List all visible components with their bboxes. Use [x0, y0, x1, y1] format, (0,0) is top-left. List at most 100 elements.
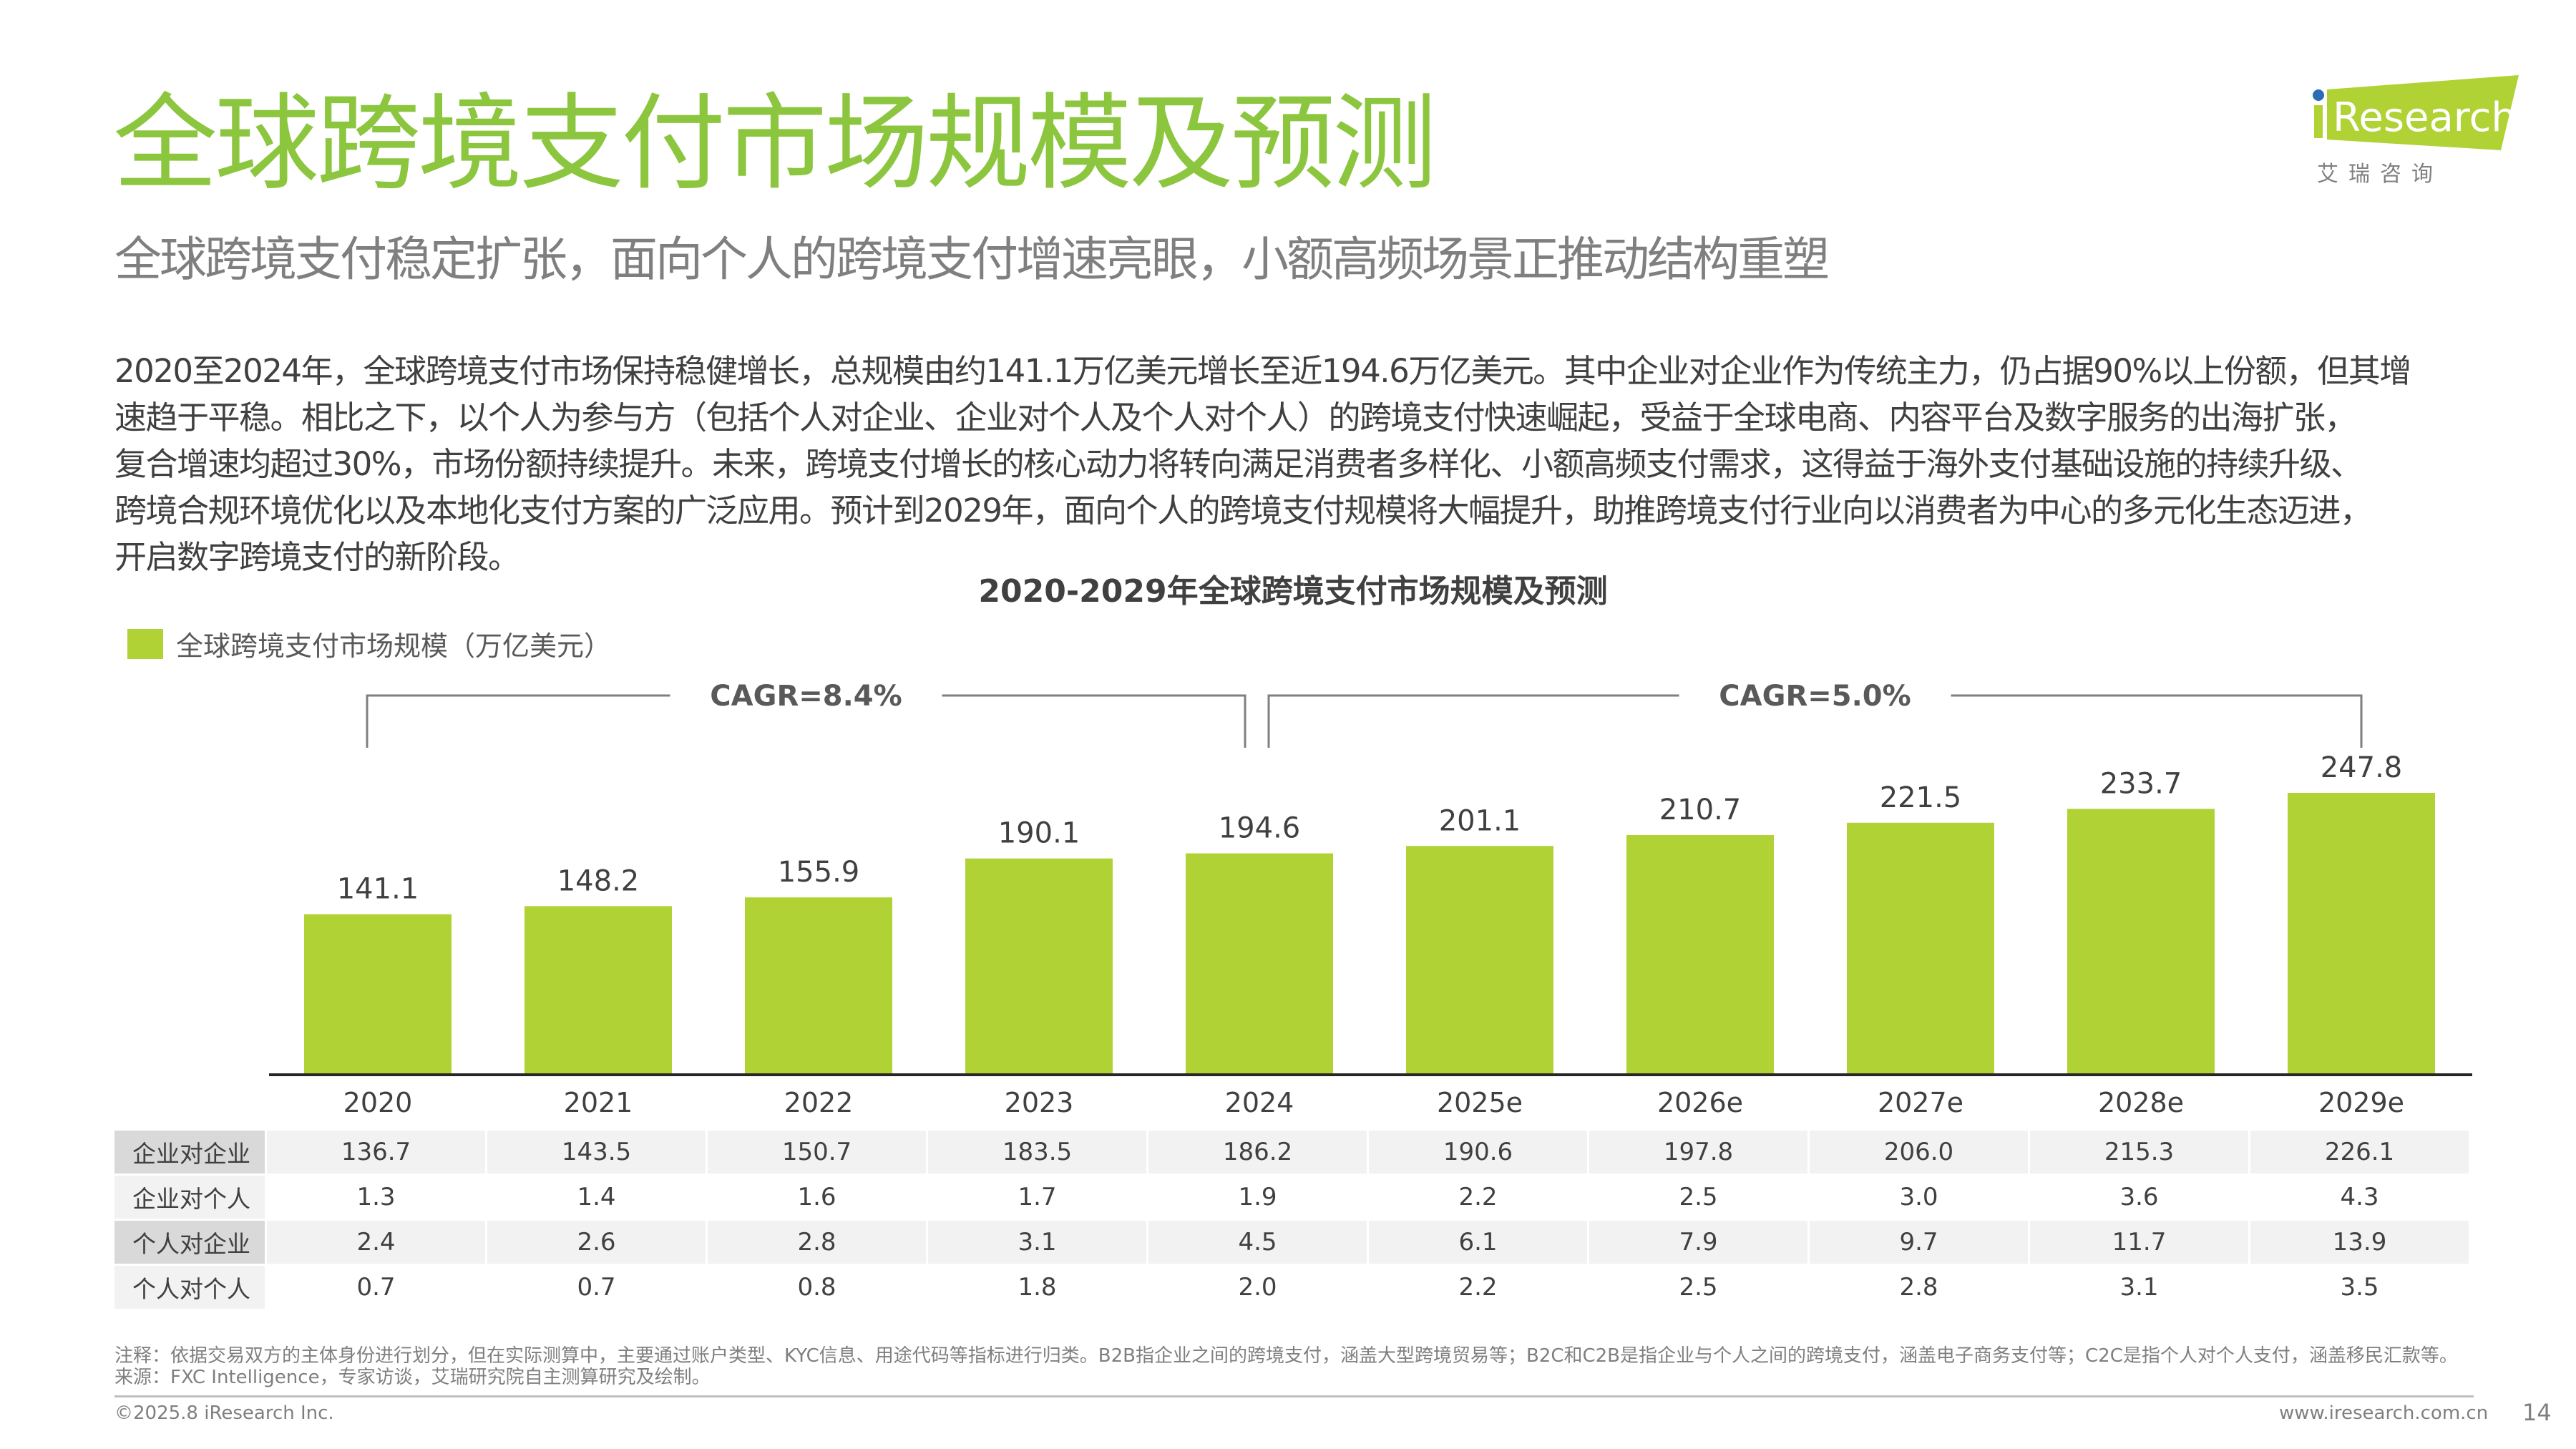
footnotes: 注释：依据交易双方的主体身份进行划分，但在实际测算中，主要通过账户类型、KYC信…: [114, 1345, 2458, 1388]
x-tick-label: 2023: [1005, 1087, 1074, 1118]
paragraph-line: 2020至2024年，全球跨境支付市场保持稳健增长，总规模由约141.1万亿美元…: [114, 352, 2411, 390]
table-cell: 4.3: [2250, 1176, 2469, 1219]
table-cell: 4.5: [1148, 1221, 1367, 1264]
table-cell: 0.7: [487, 1266, 706, 1309]
svg-text:Research: Research: [2333, 94, 2517, 141]
bar-value-label: 233.7: [2100, 767, 2182, 800]
table-cell: 1.7: [928, 1176, 1146, 1219]
paragraph-line: 速趋于平稳。相比之下，以个人为参与方（包括个人对企业、企业对个人及个人对个人）的…: [114, 399, 2357, 436]
cagr-bracket: [366, 694, 1246, 748]
table-cell: 1.3: [267, 1176, 485, 1219]
bar: [745, 897, 892, 1075]
table-cell: 6.1: [1369, 1221, 1587, 1264]
breakdown-table: 企业对企业 136.7 143.5 150.7 183.5 186.2 190.6 197.8…: [114, 1131, 2473, 1311]
table-cell: 2.0: [1148, 1266, 1367, 1309]
x-tick-label: 2027e: [1878, 1087, 1963, 1118]
bar-value-label: 148.2: [557, 864, 640, 897]
bar: [2067, 809, 2215, 1075]
cagr-label: CAGR=5.0%: [1719, 680, 1911, 713]
table-cell: 3.1: [928, 1221, 1146, 1264]
website-link[interactable]: www.iresearch.com.cn: [2279, 1402, 2489, 1424]
table-row: 企业对个人 1.3 1.4 1.6 1.7 1.9 2.2 2.5 3.0 3.6 4.3: [114, 1176, 2473, 1219]
table-cell: 2.8: [708, 1221, 926, 1264]
table-cell: 2.6: [487, 1221, 706, 1264]
page-title: 全球跨境支付市场规模及预测: [113, 83, 1437, 205]
table-cell: 1.6: [708, 1176, 926, 1219]
x-tick-label: 2025e: [1437, 1087, 1523, 1118]
table-cell: 7.9: [1589, 1221, 1807, 1264]
table-cell: 2.5: [1589, 1176, 1807, 1219]
chart-title: 2020-2029年全球跨境支付市场规模及预测: [978, 573, 1608, 610]
table-row: 个人对个人 0.7 0.7 0.8 1.8 2.0 2.2 2.5 2.8 3.1 3.5: [114, 1266, 2473, 1309]
table-cell: 197.8: [1589, 1131, 1807, 1174]
cagr-label: CAGR=8.4%: [710, 680, 902, 713]
page-subtitle: 全球跨境支付稳定扩张，面向个人的跨境支付增速亮眼，小额高频场景正推动结构重塑: [114, 232, 1830, 287]
bar: [1406, 846, 1553, 1075]
x-tick-label: 2029e: [2318, 1087, 2404, 1118]
x-tick-label: 2028e: [2098, 1087, 2184, 1118]
bar-value-label: 210.7: [1659, 794, 1742, 826]
x-tick-label: 2022: [784, 1087, 854, 1118]
table-cell: 1.8: [928, 1266, 1146, 1309]
table-cell: 2.5: [1589, 1266, 1807, 1309]
table-cell: 0.8: [708, 1266, 926, 1309]
bar: [2288, 792, 2435, 1075]
svg-text:艾瑞咨询: 艾瑞咨询: [2317, 162, 2443, 187]
table-cell: 3.5: [2250, 1266, 2469, 1309]
summary-paragraph: 2020至2024年，全球跨境支付市场保持稳健增长，总规模由约141.1万亿美元…: [114, 348, 2490, 580]
note-text: 注释：依据交易双方的主体身份进行划分，但在实际测算中，主要通过账户类型、KYC信…: [114, 1345, 2458, 1367]
paragraph-line: 跨境合规环境优化以及本地化支付方案的广泛应用。预计到2029年，面向个人的跨境支…: [114, 492, 2372, 530]
copyright: ©2025.8 iResearch Inc.: [114, 1402, 334, 1424]
footer-divider: [114, 1395, 2474, 1397]
chart-legend: 全球跨境支付市场规模（万亿美元）: [127, 624, 611, 663]
table-cell: 206.0: [1810, 1131, 2028, 1174]
table-cell: 136.7: [267, 1131, 485, 1174]
table-cell: 13.9: [2250, 1221, 2469, 1264]
table-cell: 190.6: [1369, 1131, 1587, 1174]
table-cell: 215.3: [2030, 1131, 2248, 1174]
table-cell: 11.7: [2030, 1221, 2248, 1264]
table-cell: 2.4: [267, 1221, 485, 1264]
table-cell: 3.0: [1810, 1176, 2028, 1219]
bar: [525, 906, 672, 1075]
bar: [304, 914, 452, 1075]
row-label: 企业对个人: [114, 1176, 265, 1219]
table-row: 企业对企业 136.7 143.5 150.7 183.5 186.2 190.6 197.8…: [114, 1131, 2473, 1174]
x-tick-label: 2021: [564, 1087, 633, 1118]
table-cell: 183.5: [928, 1131, 1146, 1174]
table-cell: 143.5: [487, 1131, 706, 1174]
row-label: 个人对个人: [114, 1266, 265, 1309]
legend-swatch: [127, 628, 163, 659]
bar-value-label: 155.9: [778, 856, 860, 889]
paragraph-line: 开启数字跨境支付的新阶段。: [114, 538, 520, 576]
table-cell: 1.9: [1148, 1176, 1367, 1219]
table-row: 个人对企业 2.4 2.6 2.8 3.1 4.5 6.1 7.9 9.7 11.7 13.9: [114, 1221, 2473, 1264]
bar-value-label: 190.1: [998, 817, 1080, 850]
bar-chart: 141.1 2020 148.2 2021 155.9 2022 190.1 2023 194.…: [269, 680, 2472, 1118]
table-cell: 3.6: [2030, 1176, 2248, 1219]
bar-value-label: 221.5: [1880, 781, 1962, 814]
table-cell: 2.2: [1369, 1176, 1587, 1219]
bar-value-label: 201.1: [1439, 804, 1521, 837]
paragraph-line: 复合增速均超过30%，市场份额持续提升。未来，跨境支付增长的核心动力将转向满足消…: [114, 445, 2363, 483]
bar: [1186, 853, 1333, 1075]
table-cell: 226.1: [2250, 1131, 2469, 1174]
table-cell: 0.7: [267, 1266, 485, 1309]
table-cell: 9.7: [1810, 1221, 2028, 1264]
bar-value-label: 247.8: [2321, 751, 2403, 784]
table-cell: 3.1: [2030, 1266, 2248, 1309]
x-tick-label: 2024: [1225, 1087, 1294, 1118]
source-text: 来源：FXC Intelligence，专家访谈，艾瑞研究院自主测算研究及绘制。: [114, 1367, 711, 1388]
page-number: 14: [2522, 1399, 2552, 1426]
table-cell: 2.2: [1369, 1266, 1587, 1309]
bar: [1626, 834, 1774, 1075]
bar: [1847, 822, 1994, 1075]
bar-value-label: 194.6: [1219, 812, 1301, 845]
iresearch-logo: Research 艾瑞咨询: [2313, 75, 2519, 187]
row-label: 企业对企业: [114, 1131, 265, 1174]
bar: [965, 858, 1113, 1075]
bar-value-label: 141.1: [337, 873, 419, 906]
row-label: 个人对企业: [114, 1221, 265, 1264]
table-cell: 150.7: [708, 1131, 926, 1174]
cagr-bracket: [1267, 694, 2363, 748]
